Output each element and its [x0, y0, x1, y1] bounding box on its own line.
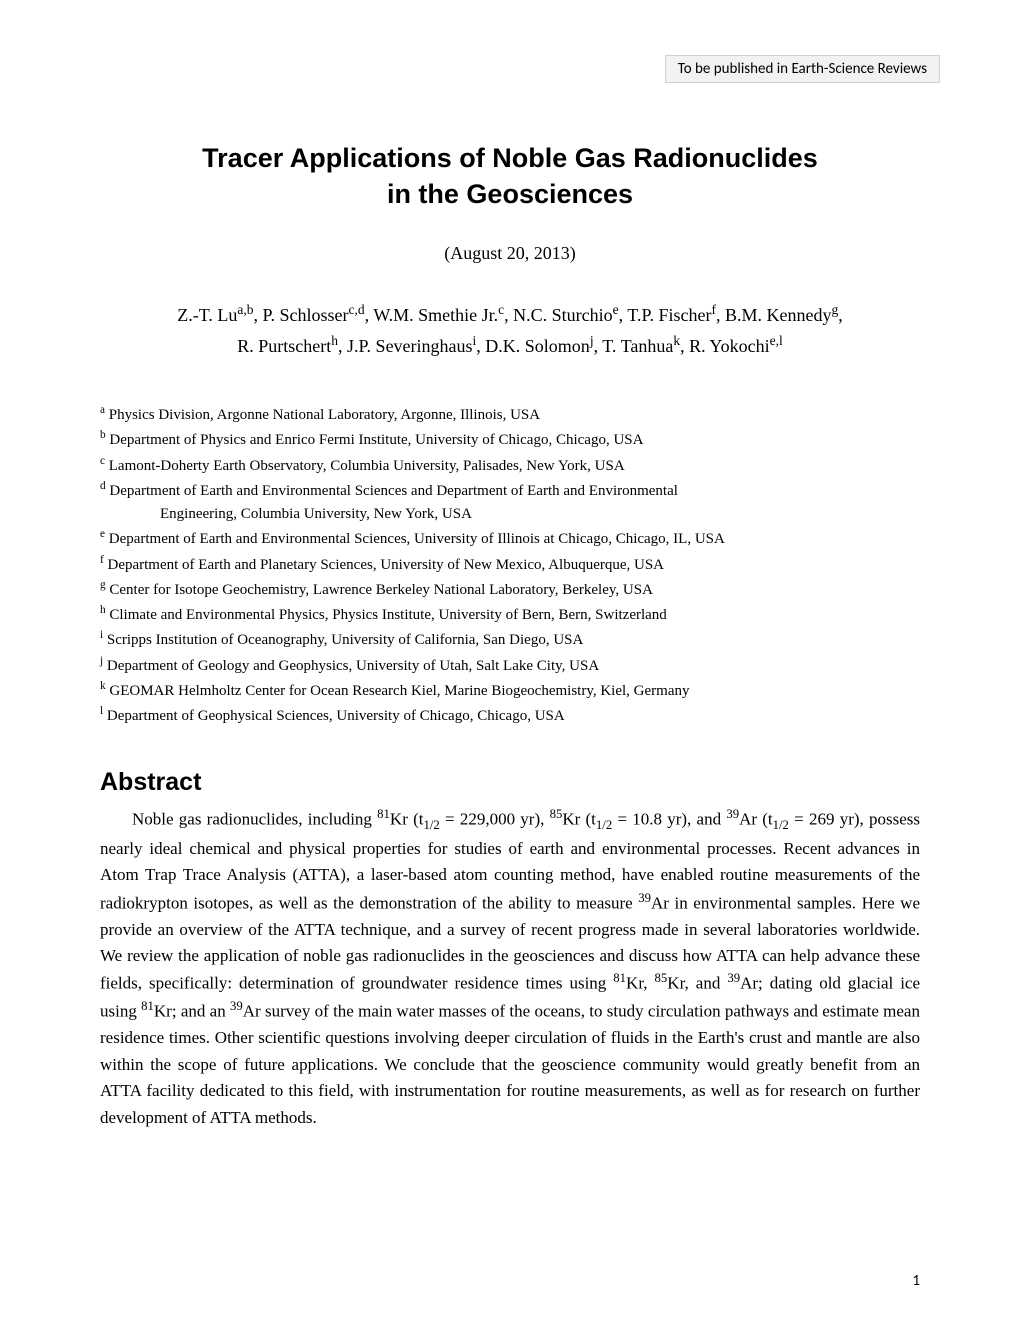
authors-line-2: R. Purtscherth, J.P. Severinghausi, D.K.… [237, 336, 782, 356]
page-number: 1 [912, 1272, 920, 1290]
affiliation-item: d Department of Earth and Environmental … [100, 478, 920, 503]
paper-date: (August 20, 2013) [100, 243, 920, 264]
affiliation-item: Engineering, Columbia University, New Yo… [100, 503, 920, 526]
title-line-2: in the Geosciences [387, 179, 633, 209]
affiliation-item: b Department of Physics and Enrico Fermi… [100, 427, 920, 452]
affiliation-item: j Department of Geology and Geophysics, … [100, 653, 920, 678]
abstract-heading: Abstract [100, 768, 920, 797]
title-line-1: Tracer Applications of Noble Gas Radionu… [202, 143, 818, 173]
affiliation-item: h Climate and Environmental Physics, Phy… [100, 602, 920, 627]
affiliation-item: k GEOMAR Helmholtz Center for Ocean Rese… [100, 678, 920, 703]
author-list: Z.-T. Lua,b, P. Schlosserc,d, W.M. Smeth… [100, 299, 920, 362]
authors-line-1: Z.-T. Lua,b, P. Schlosserc,d, W.M. Smeth… [177, 305, 843, 325]
paper-title: Tracer Applications of Noble Gas Radionu… [100, 140, 920, 213]
abstract-text: Noble gas radionuclides, including 81Kr … [100, 805, 920, 1131]
affiliation-item: l Department of Geophysical Sciences, Un… [100, 703, 920, 728]
affiliations-block: a Physics Division, Argonne National Lab… [100, 402, 920, 728]
affiliation-item: i Scripps Institution of Oceanography, U… [100, 627, 920, 652]
affiliation-item: e Department of Earth and Environmental … [100, 526, 920, 551]
affiliation-item: f Department of Earth and Planetary Scie… [100, 552, 920, 577]
affiliation-item: g Center for Isotope Geochemistry, Lawre… [100, 577, 920, 602]
publication-note: To be published in Earth-Science Reviews [665, 55, 940, 83]
affiliation-item: c Lamont-Doherty Earth Observatory, Colu… [100, 453, 920, 478]
affiliation-item: a Physics Division, Argonne National Lab… [100, 402, 920, 427]
